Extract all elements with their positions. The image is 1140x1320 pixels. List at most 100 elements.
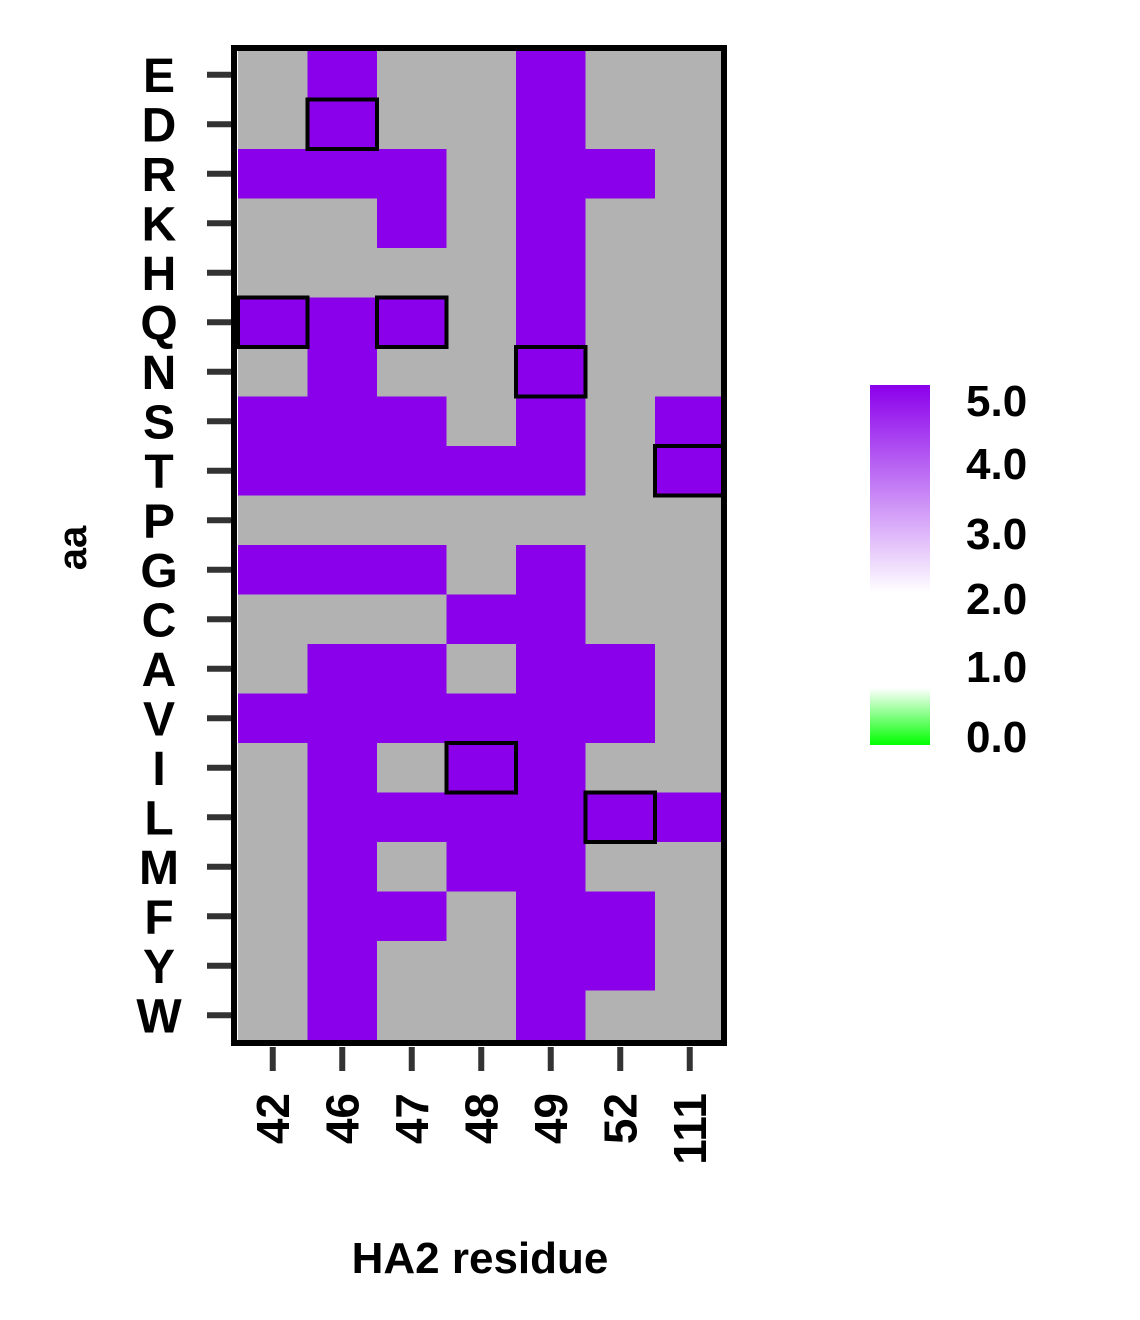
y-tick-label-F: F xyxy=(144,891,173,944)
heatmap-cell-V-49 xyxy=(516,693,587,744)
heatmap-cell-K-46 xyxy=(307,198,378,249)
y-tick-label-D: D xyxy=(142,99,177,152)
heatmap-cell-H-49 xyxy=(516,248,587,299)
heatmap-cell-Y-111 xyxy=(655,941,726,992)
heatmap-cell-P-46 xyxy=(307,495,378,546)
heatmap-cell-T-49 xyxy=(516,446,587,497)
heatmap-cell-E-47 xyxy=(377,50,448,101)
heatmap-cell-H-48 xyxy=(446,248,517,299)
heatmap-cell-R-48 xyxy=(446,149,517,200)
heatmap-cell-D-111 xyxy=(655,99,726,150)
heatmap-cell-T-111 xyxy=(655,446,726,497)
heatmap-cell-F-42 xyxy=(238,891,309,942)
heatmap-cell-M-46 xyxy=(307,842,378,893)
heatmap-cell-S-42 xyxy=(238,396,309,447)
heatmap-cell-I-48 xyxy=(446,743,517,794)
y-axis-title: aa xyxy=(51,525,95,570)
heatmap-cell-P-42 xyxy=(238,495,309,546)
heatmap-cell-S-46 xyxy=(307,396,378,447)
heatmap-cell-D-47 xyxy=(377,99,448,150)
heatmap-cell-K-42 xyxy=(238,198,309,249)
y-tick-label-I: I xyxy=(152,743,165,796)
colorbar: 5.0 4.0 3.0 2.0 1.0 0.0 xyxy=(870,377,1027,762)
colorbar-tick-labels: 5.0 4.0 3.0 2.0 1.0 0.0 xyxy=(966,377,1027,762)
heatmap-cell-E-46 xyxy=(307,50,378,101)
heatmap-cell-H-47 xyxy=(377,248,448,299)
heatmap-cell-A-52 xyxy=(585,644,656,695)
heatmap-cell-C-48 xyxy=(446,594,517,645)
heatmap-cell-E-52 xyxy=(585,50,656,101)
heatmap-cell-E-111 xyxy=(655,50,726,101)
colorbar-tick-4.0: 4.0 xyxy=(966,440,1027,489)
y-tick-label-C: C xyxy=(142,594,177,647)
heatmap-cell-L-46 xyxy=(307,792,378,843)
x-tick-label-47: 47 xyxy=(386,1093,438,1144)
y-tick-label-E: E xyxy=(143,50,175,103)
heatmap-cell-Q-42 xyxy=(238,297,309,348)
heatmap-cell-G-49 xyxy=(516,545,587,596)
heatmap-cell-M-47 xyxy=(377,842,448,893)
highlight-box-Q-42 xyxy=(236,295,310,349)
heatmap-cell-R-111 xyxy=(655,149,726,200)
heatmap-cell-G-46 xyxy=(307,545,378,596)
heatmap-cell-V-47 xyxy=(377,693,448,744)
y-tick-label-R: R xyxy=(142,149,177,202)
heatmap-cells xyxy=(238,50,726,1041)
x-tick-label-111: 111 xyxy=(664,1093,716,1165)
heatmap-cell-F-48 xyxy=(446,891,517,942)
heatmap-cell-T-47 xyxy=(377,446,448,497)
heatmap-cell-S-49 xyxy=(516,396,587,447)
heatmap-cell-S-48 xyxy=(446,396,517,447)
heatmap-cell-F-49 xyxy=(516,891,587,942)
heatmap-cell-Q-52 xyxy=(585,297,656,348)
heatmap-cell-C-52 xyxy=(585,594,656,645)
heatmap-cell-C-49 xyxy=(516,594,587,645)
highlight-box-N-49 xyxy=(514,345,588,399)
heatmap-cell-W-42 xyxy=(238,990,309,1041)
colorbar-lower-gradient xyxy=(870,688,930,745)
colorbar-tick-0.0: 0.0 xyxy=(966,713,1027,762)
plot-frame xyxy=(231,45,727,1046)
heatmap-cell-S-111 xyxy=(655,396,726,447)
heatmap-cell-M-52 xyxy=(585,842,656,893)
heatmap-cell-P-111 xyxy=(655,495,726,546)
heatmap-cell-H-46 xyxy=(307,248,378,299)
heatmap-cell-Q-47 xyxy=(377,297,448,348)
x-axis: 42 46 47 48 49 52 111 xyxy=(247,1047,716,1165)
y-tick-label-N: N xyxy=(142,347,177,400)
y-tick-label-P: P xyxy=(143,495,175,548)
heatmap-cell-A-46 xyxy=(307,644,378,695)
highlight-box-L-52 xyxy=(583,790,657,844)
heatmap-cell-Q-46 xyxy=(307,297,378,348)
highlight-box-D-46 xyxy=(305,97,379,151)
heatmap-cell-V-52 xyxy=(585,693,656,744)
heatmap-cell-D-42 xyxy=(238,99,309,150)
x-tick-label-46: 46 xyxy=(316,1093,368,1144)
colorbar-upper-gradient xyxy=(870,385,930,593)
heatmap-cell-L-49 xyxy=(516,792,587,843)
y-tick-label-W: W xyxy=(136,990,182,1043)
heatmap-cell-N-49 xyxy=(516,347,587,398)
heatmap-cell-F-52 xyxy=(585,891,656,942)
heatmap-cell-N-111 xyxy=(655,347,726,398)
heatmap-cell-L-111 xyxy=(655,792,726,843)
heatmap-cell-E-49 xyxy=(516,50,587,101)
heatmap-cell-G-111 xyxy=(655,545,726,596)
heatmap-cell-L-48 xyxy=(446,792,517,843)
heatmap-cell-G-48 xyxy=(446,545,517,596)
heatmap-cell-C-47 xyxy=(377,594,448,645)
heatmap-cell-F-46 xyxy=(307,891,378,942)
heatmap-cell-G-52 xyxy=(585,545,656,596)
heatmap-cell-V-42 xyxy=(238,693,309,744)
colorbar-tick-1.0: 1.0 xyxy=(966,643,1027,692)
heatmap-cell-I-42 xyxy=(238,743,309,794)
heatmap-cell-N-42 xyxy=(238,347,309,398)
heatmap-cell-E-48 xyxy=(446,50,517,101)
heatmap-cell-C-111 xyxy=(655,594,726,645)
y-tick-label-T: T xyxy=(144,446,173,499)
highlight-box-Q-47 xyxy=(375,295,449,349)
heatmap-cell-W-52 xyxy=(585,990,656,1041)
heatmap-cell-A-48 xyxy=(446,644,517,695)
heatmap-cell-T-48 xyxy=(446,446,517,497)
heatmap-cell-W-48 xyxy=(446,990,517,1041)
